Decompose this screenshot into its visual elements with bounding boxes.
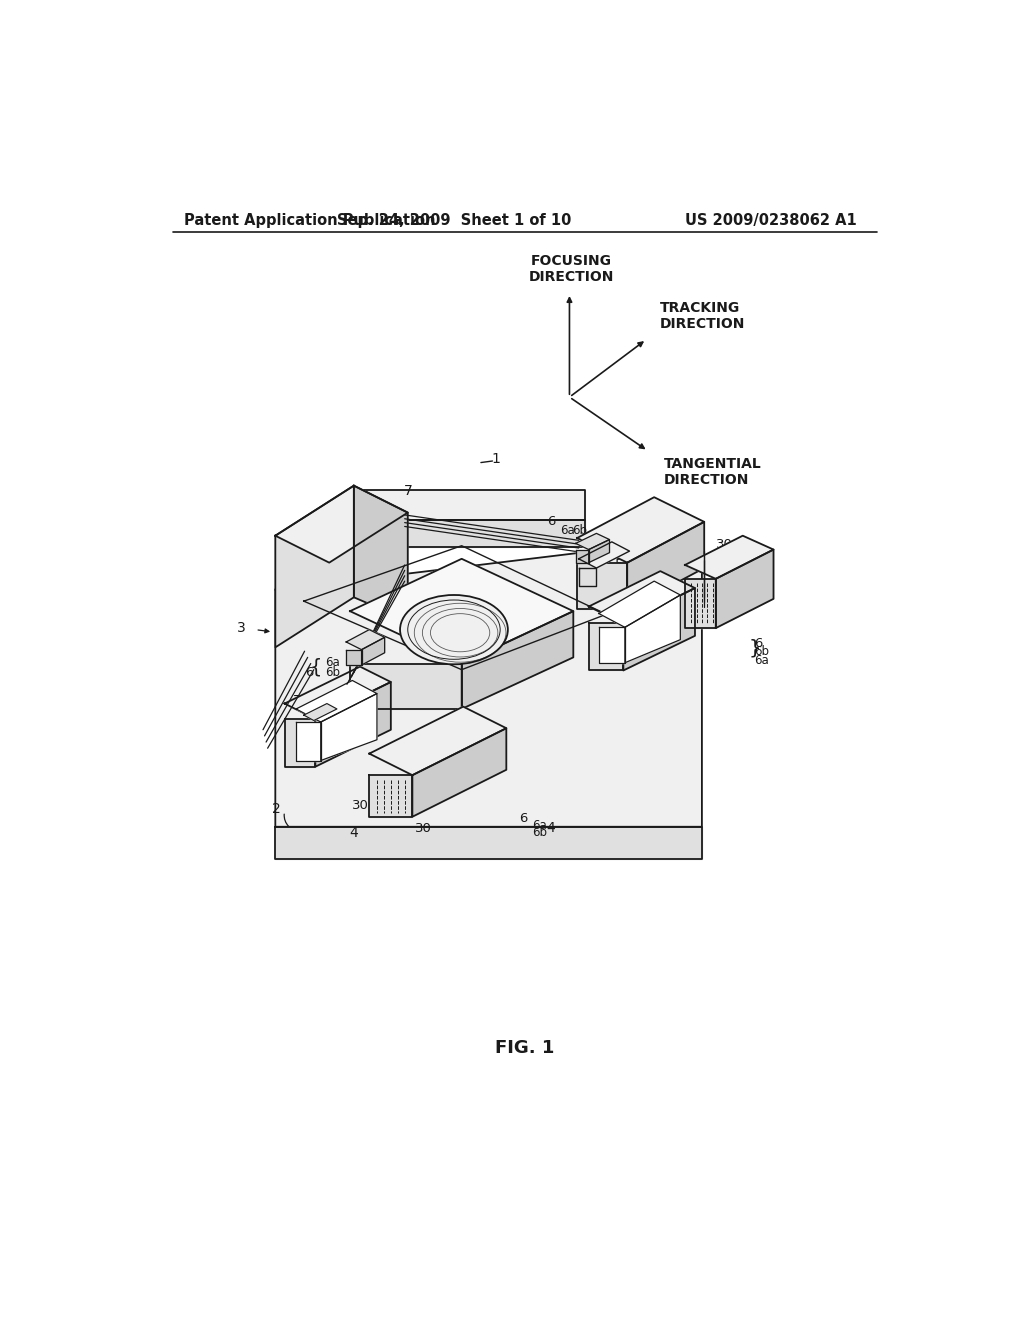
Polygon shape [346,649,361,665]
Polygon shape [275,826,701,859]
Text: 6b: 6b [326,667,340,680]
Polygon shape [361,638,385,665]
Text: 7: 7 [403,484,412,498]
Polygon shape [716,549,773,628]
Polygon shape [321,693,377,760]
Text: 6: 6 [755,638,763,649]
Text: 30: 30 [591,539,608,552]
Polygon shape [370,775,413,817]
Polygon shape [685,536,773,579]
Polygon shape [579,568,596,586]
Text: 4: 4 [349,826,358,840]
Polygon shape [346,630,385,649]
Text: 6a: 6a [326,656,340,669]
Text: 6b: 6b [531,826,547,840]
Polygon shape [296,681,377,722]
Polygon shape [589,572,695,623]
Text: FIG. 1: FIG. 1 [496,1039,554,1057]
Polygon shape [285,719,315,767]
Text: 6a: 6a [531,818,547,832]
Polygon shape [578,562,628,609]
Text: 30: 30 [352,799,370,812]
Text: 20: 20 [631,560,648,573]
Polygon shape [275,486,354,647]
Polygon shape [599,627,625,663]
Text: 5: 5 [296,737,304,750]
Text: 3: 3 [238,622,246,635]
Polygon shape [315,682,391,767]
Polygon shape [413,729,506,817]
Text: TANGENTIAL
DIRECTION: TANGENTIAL DIRECTION [664,457,761,487]
Polygon shape [575,549,589,562]
Polygon shape [579,543,630,568]
Text: 6b: 6b [571,524,587,537]
Polygon shape [350,664,462,709]
Text: Patent Application Publication: Patent Application Publication [184,213,436,227]
Polygon shape [285,667,391,719]
Ellipse shape [400,595,508,664]
Polygon shape [628,521,705,609]
Text: 10: 10 [409,610,427,623]
Text: {: { [309,657,322,677]
Polygon shape [575,533,609,549]
Text: 6: 6 [305,667,313,680]
Text: 11: 11 [407,777,423,791]
Polygon shape [354,490,585,520]
Text: 2: 2 [272,803,281,816]
Polygon shape [354,520,585,548]
Polygon shape [599,581,680,627]
Text: 7: 7 [293,694,301,709]
Polygon shape [462,611,573,709]
Polygon shape [296,722,321,760]
Text: 6b: 6b [755,645,769,659]
Text: }: } [749,639,761,657]
Text: TRACKING
DIRECTION: TRACKING DIRECTION [659,301,744,331]
Polygon shape [370,706,506,775]
Text: 1: 1 [492,451,501,466]
Text: 30: 30 [716,539,732,552]
Polygon shape [304,704,337,721]
Text: 6a: 6a [755,653,769,667]
Text: 20: 20 [383,774,400,787]
Polygon shape [578,498,705,562]
Polygon shape [275,539,701,826]
Text: 6: 6 [548,515,556,528]
Polygon shape [275,486,408,562]
Polygon shape [350,558,573,664]
Polygon shape [589,540,609,562]
Text: 30: 30 [415,822,431,834]
Text: 4: 4 [546,821,555,836]
Polygon shape [589,623,624,671]
Text: 6: 6 [519,812,527,825]
Text: Sep. 24, 2009  Sheet 1 of 10: Sep. 24, 2009 Sheet 1 of 10 [337,213,571,227]
Text: FOCUSING
DIRECTION: FOCUSING DIRECTION [528,253,613,284]
Polygon shape [685,579,716,628]
Polygon shape [624,589,695,671]
Text: 5: 5 [615,558,624,572]
Text: US 2009/0238062 A1: US 2009/0238062 A1 [685,213,857,227]
Text: OBL: OBL [439,620,476,639]
Text: 6a: 6a [560,524,574,537]
Polygon shape [354,486,408,620]
Polygon shape [625,595,680,663]
Text: 30: 30 [337,731,354,744]
